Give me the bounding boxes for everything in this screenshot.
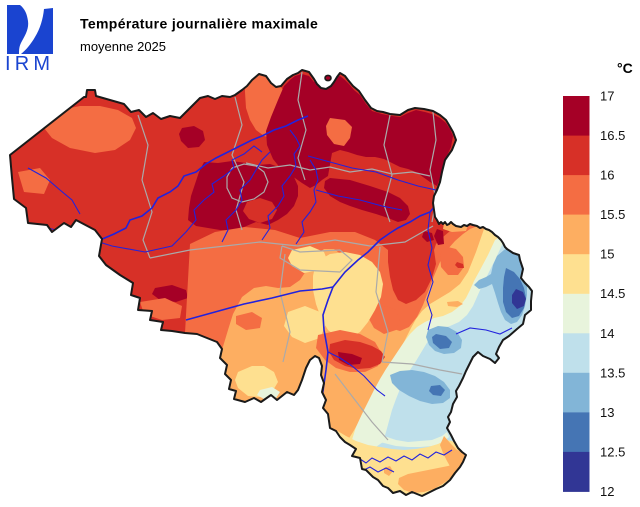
svg-text:moyenne 2025: moyenne 2025 [80,39,166,54]
svg-text:13.5: 13.5 [600,365,625,380]
svg-text:16: 16 [600,168,614,183]
svg-text:15: 15 [600,247,614,262]
svg-text:15.5: 15.5 [600,207,625,222]
svg-text:14.5: 14.5 [600,286,625,301]
svg-text:17: 17 [600,89,614,104]
svg-text:IRM: IRM [5,53,54,75]
svg-text:12: 12 [600,484,614,499]
svg-text:°C: °C [617,60,633,76]
svg-text:14: 14 [600,326,614,341]
svg-text:13: 13 [600,405,614,420]
svg-text:Température journalière maxima: Température journalière maximale [80,16,318,32]
svg-text:16.5: 16.5 [600,128,625,143]
svg-text:12.5: 12.5 [600,444,625,459]
